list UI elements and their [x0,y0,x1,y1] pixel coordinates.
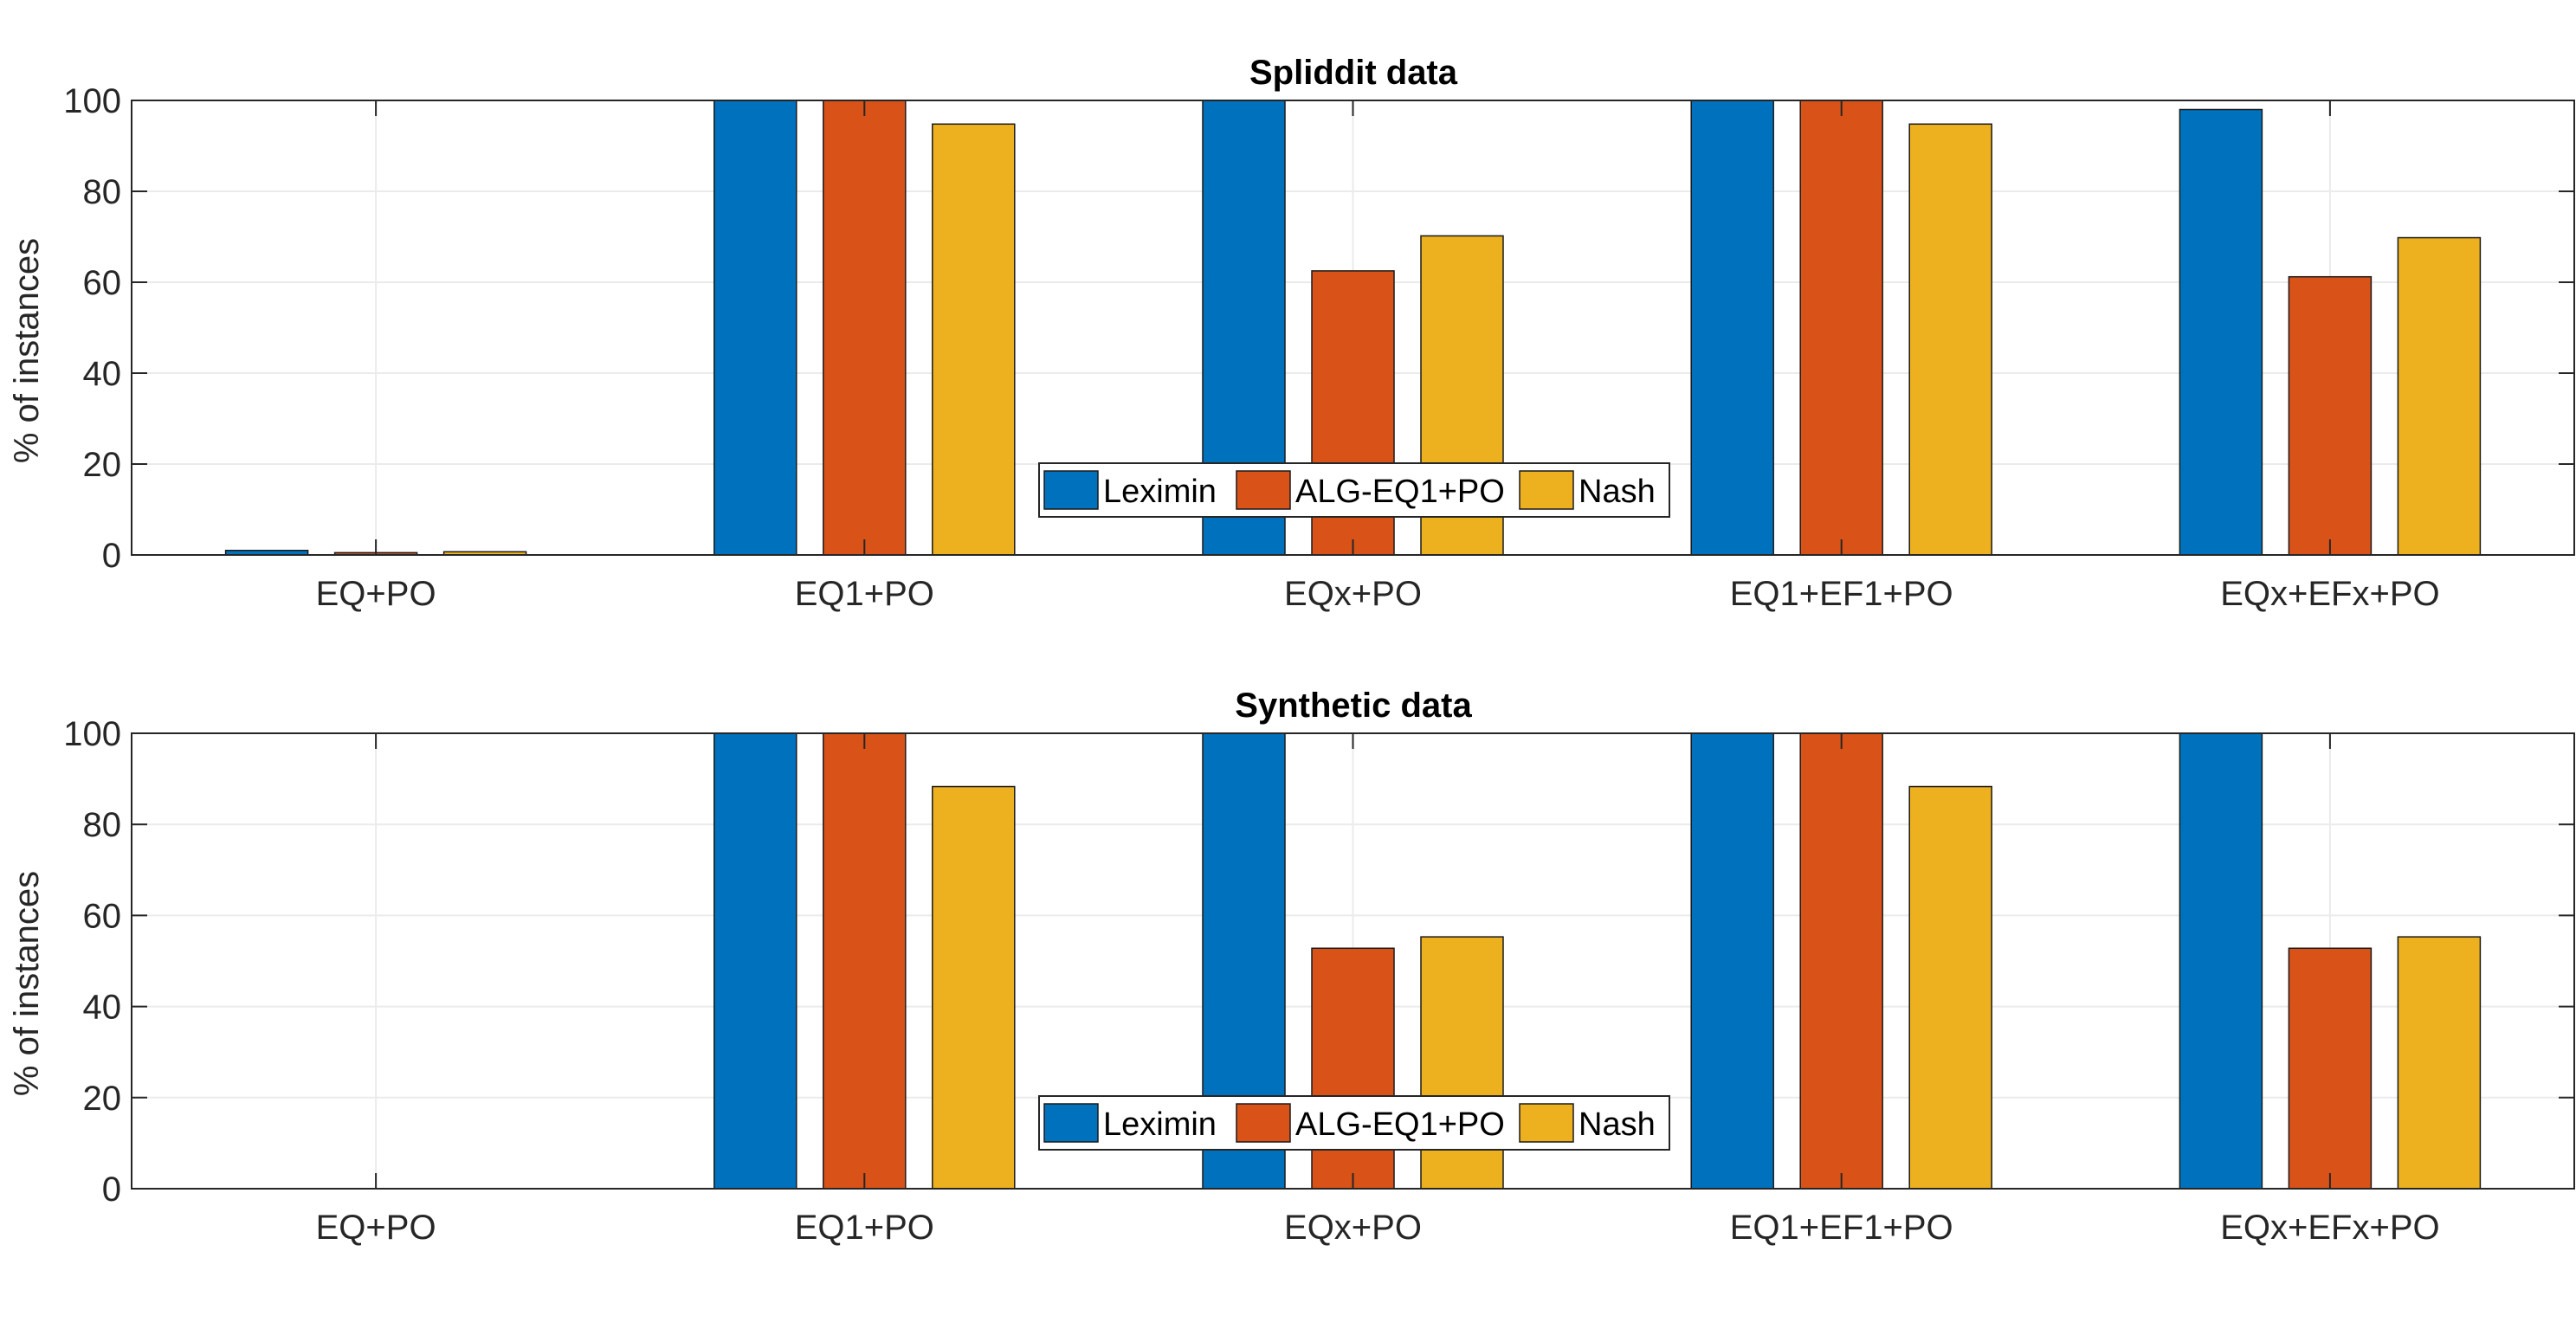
legend-label: Leximin [1103,474,1217,510]
x-tick-label: EQ1+EF1+PO [1730,1209,1953,1247]
legend-swatch [1236,1103,1291,1143]
y-axis-label: % of instances [8,238,46,463]
y-tick-label: 40 [83,989,122,1027]
chart-spliddit: Spliddit data % of instances 0 20 40 60 80 10… [8,54,2575,613]
y-tick-label: 80 [83,173,122,211]
y-tick-label: 20 [83,446,122,484]
y-tick-label: 100 [63,82,121,120]
legend-label: ALG-EQ1+PO [1295,1106,1505,1143]
bar-alg-eq1-po [2288,947,2373,1190]
y-tick-labels: 0 20 40 60 80 100 [63,82,121,575]
bar-leximin [2179,732,2263,1190]
x-tick-labels: EQ+PO EQ1+PO EQx+PO EQ1+EF1+PO EQx+EFx+PO [316,575,2440,613]
axis-ticks [132,732,2574,1190]
bar-nash [1908,785,1992,1190]
y-tick-label: 0 [102,1171,121,1209]
bars [713,732,2482,1190]
bar-alg-eq1-po [823,732,907,1190]
legend-label: Nash [1579,1106,1656,1143]
x-tick-label: EQx+EFx+PO [2220,575,2439,613]
legend: Leximin ALG-EQ1+PO Nash [1038,1095,1670,1151]
x-tick-label: EQ+PO [316,575,436,613]
bar-leximin [713,100,797,556]
x-tick-label: EQ1+EF1+PO [1730,575,1953,613]
x-tick-label: EQ1+PO [795,575,934,613]
chart-synthetic: Synthetic data % of instances 0 20 40 60 80 1… [8,687,2575,1247]
bar-nash [2397,236,2482,556]
bar-alg-eq1-po [1799,732,1883,1190]
bar-leximin [713,732,797,1190]
legend-swatch [1043,1103,1099,1143]
y-tick-label: 100 [63,715,121,753]
legend-label: Nash [1579,474,1656,510]
bar-nash [932,123,1016,556]
x-tick-label: EQx+EFx+PO [2220,1209,2439,1247]
x-tick-label: EQ+PO [316,1209,436,1247]
y-tick-label: 20 [83,1080,122,1118]
x-tick-labels: EQ+PO EQ1+PO EQx+PO EQ1+EF1+PO EQx+EFx+PO [316,1209,2440,1247]
bar-leximin [1690,732,1774,1190]
bar-alg-eq1-po [1311,947,1395,1190]
x-tick-label: EQx+PO [1284,1209,1422,1247]
bar-leximin [1690,100,1774,556]
y-tick-label: 0 [102,537,121,575]
legend-swatch [1043,470,1099,510]
y-tick-label: 40 [83,355,122,393]
chart-title: Spliddit data [1249,54,1458,92]
legend-swatch [1519,1103,1574,1143]
bar-alg-eq1-po [2288,275,2373,556]
chart-title: Synthetic data [1235,687,1472,725]
legend-swatch [1519,470,1574,510]
y-tick-label: 60 [83,897,122,935]
bar-nash [2397,936,2482,1190]
y-axis-label: % of instances [8,871,46,1096]
bar-nash [932,785,1016,1190]
y-tick-label: 80 [83,806,122,844]
legend-label: ALG-EQ1+PO [1295,474,1505,510]
bar-alg-eq1-po [823,100,907,556]
bar-alg-eq1-po [1799,100,1883,556]
legend: Leximin ALG-EQ1+PO Nash [1038,462,1670,518]
axis-ticks [132,100,2574,556]
bar-nash [1908,123,1992,556]
y-tick-labels: 0 20 40 60 80 100 [63,715,121,1209]
y-tick-label: 60 [83,264,122,302]
legend-swatch [1236,470,1291,510]
x-tick-label: EQx+PO [1284,575,1422,613]
bar-leximin [2179,108,2263,556]
bar-nash [1420,936,1504,1190]
x-tick-label: EQ1+PO [795,1209,934,1247]
legend-label: Leximin [1103,1106,1217,1143]
